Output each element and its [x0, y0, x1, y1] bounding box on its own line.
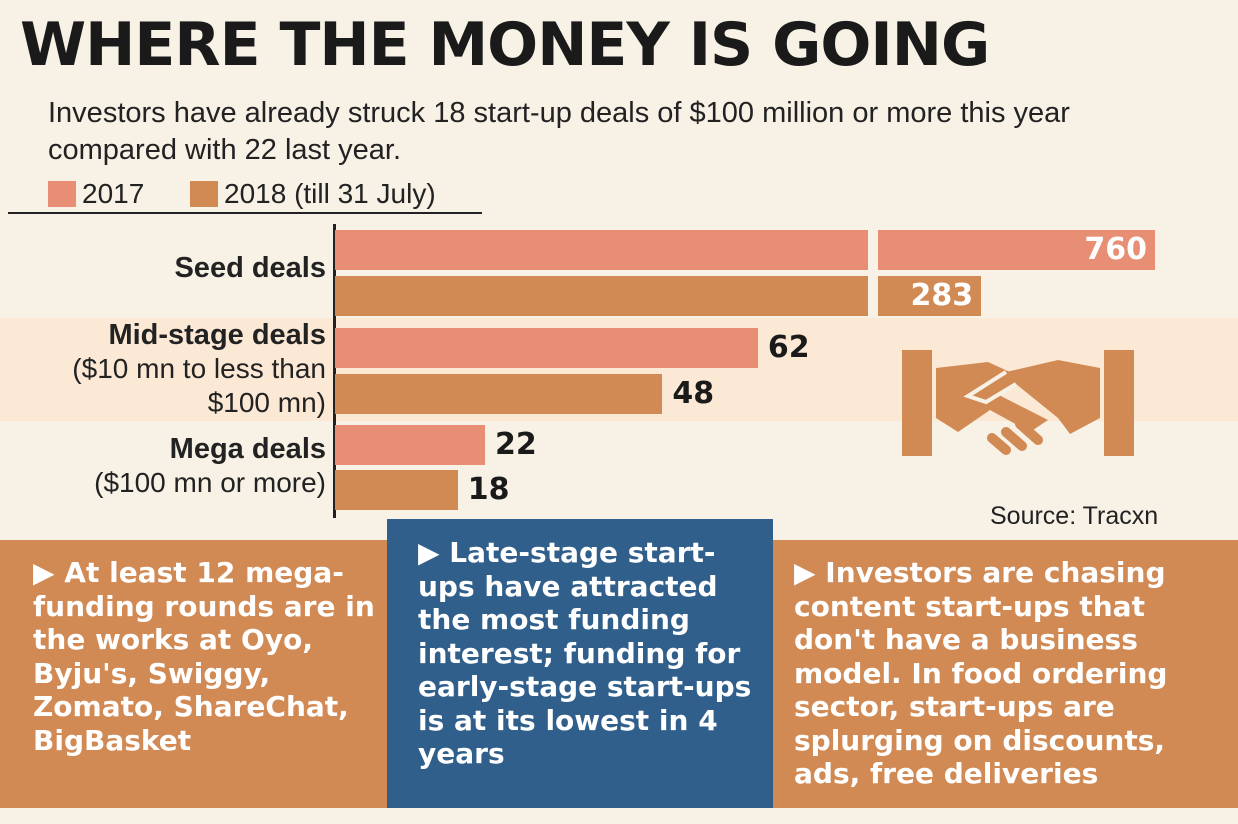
- category-main-mega: Mega deals: [169, 433, 326, 465]
- note-middle: ▶ Late-stage start-ups have attracted th…: [418, 536, 758, 771]
- note-left-marker: ▶: [33, 556, 55, 589]
- note-right-marker: ▶: [794, 556, 816, 589]
- note-right-text: Investors are chasing content start-ups …: [794, 556, 1168, 790]
- category-label-seed: Seed deals: [40, 251, 326, 285]
- legend-swatch-2017: [48, 181, 76, 207]
- note-middle-prefix: Late-stage start-ups have attracted the …: [418, 536, 752, 737]
- legend-label-2018: 2018 (till 31 July): [224, 178, 436, 209]
- category-sub-midstage: ($10 mn to less than $100 mn): [72, 353, 326, 418]
- value-label-seed-2017: 760: [1084, 232, 1147, 267]
- chart-subtitle: Investors have already struck 18 start-u…: [48, 97, 1070, 166]
- value-label-mega-2017: 22: [495, 427, 537, 462]
- value-label-seed-2018: 283: [910, 278, 974, 313]
- category-label-midstage: Mid-stage deals ($10 mn to less than $10…: [10, 318, 326, 420]
- note-left: ▶ At least 12 mega-funding rounds are in…: [33, 556, 383, 757]
- note-right: ▶ Investors are chasing content start-up…: [794, 556, 1214, 791]
- bar-seed-2017-continued: [878, 230, 1155, 270]
- chart-axis: [333, 224, 336, 518]
- value-label-midstage-2017: 62: [767, 330, 810, 365]
- legend: 2017 2018 (till 31 July): [8, 178, 482, 214]
- bottom-strip: [0, 808, 1238, 824]
- note-middle-marker: ▶: [418, 536, 440, 569]
- axis-break-gap: [868, 228, 878, 318]
- note-left-prefix: At least: [64, 556, 197, 589]
- bar-midstage-2017: [335, 328, 758, 368]
- category-main-seed: Seed deals: [174, 252, 326, 284]
- legend-item-2018: 2018 (till 31 July): [190, 178, 436, 210]
- bar-mega-2018: [335, 470, 458, 510]
- bar-seed-2017: [335, 230, 868, 270]
- bar-mega-2017: [335, 425, 486, 465]
- notes-panel-highlight: [387, 519, 773, 824]
- category-label-mega: Mega deals ($100 mn or more): [10, 432, 326, 500]
- bar-midstage-2018: [335, 374, 663, 414]
- handshake-icon: [902, 350, 1134, 456]
- category-sub-mega: ($100 mn or more): [94, 467, 326, 498]
- note-left-text: mega-funding rounds are in the works at …: [33, 556, 375, 757]
- value-label-mega-2018: 18: [467, 472, 510, 507]
- note-middle-highlight: lowest: [545, 703, 650, 737]
- legend-swatch-2018: [190, 181, 218, 207]
- note-middle-suffix: in 4 years: [418, 703, 718, 771]
- source-note: Source: Tracxn: [990, 502, 1159, 530]
- chart-title: WHERE THE MONEY IS GOING: [20, 10, 990, 80]
- legend-label-2017: 2017: [82, 178, 145, 209]
- note-left-highlight: 12: [196, 556, 236, 589]
- category-main-midstage: Mid-stage deals: [108, 319, 326, 351]
- legend-item-2017: 2017: [48, 178, 144, 210]
- bar-seed-2018: [335, 276, 868, 316]
- value-label-midstage-2018: 48: [672, 376, 715, 411]
- bar-seed-2018-continued: [878, 276, 982, 316]
